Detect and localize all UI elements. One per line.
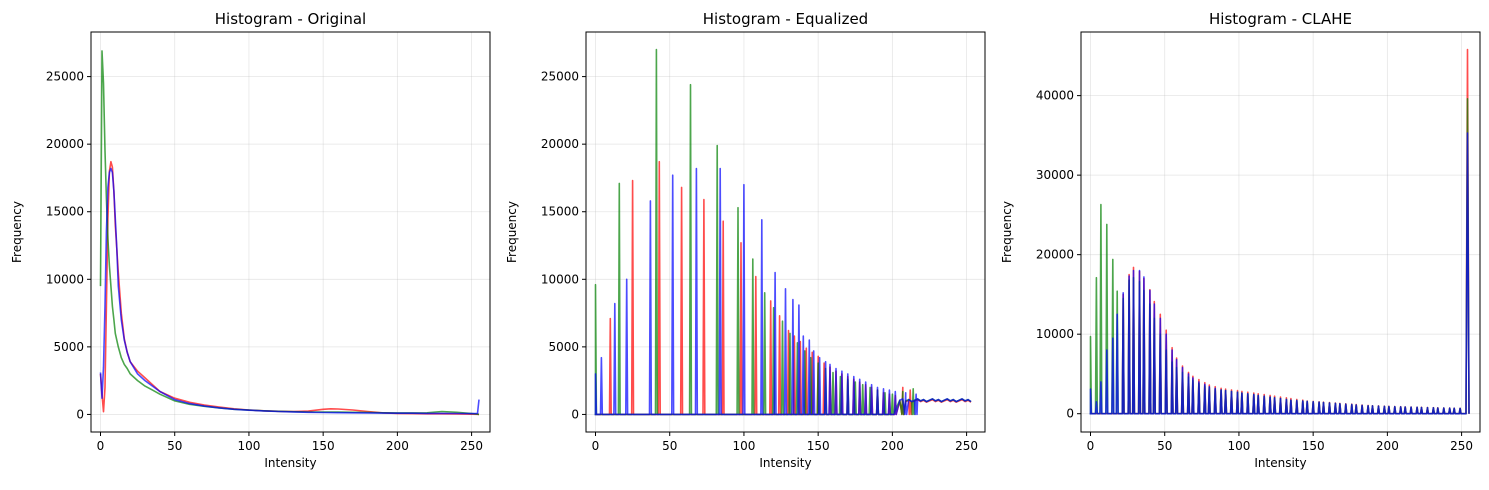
x-tick-label: 0: [97, 439, 105, 453]
x-tick-label: 0: [592, 439, 600, 453]
x-tick-label: 0: [1087, 439, 1095, 453]
y-tick-label: 0: [76, 407, 84, 421]
y-tick-label: 20000: [46, 137, 84, 151]
y-tick-label: 10000: [46, 272, 84, 286]
chart-panel-3: 0 50 100 150 200 250 0 10000 20000 30000 40000 Hist…: [1000, 10, 1481, 470]
x-tick-label: 50: [167, 439, 182, 453]
series-line-2: [1089, 98, 1470, 415]
y-tick-label: 10000: [541, 272, 579, 286]
chart-title: Histogram - Original: [215, 10, 366, 28]
chart-panel-2: 0 50 100 150 200 250 0 5000 10000 15000 20000 25000…: [505, 10, 986, 470]
chart-panel-1: 0 50 100 150 200 250 0 5000 10000 15000 20000 25000…: [10, 10, 491, 470]
y-tick-label: 10000: [1036, 327, 1074, 341]
axes-frame: [1080, 31, 1481, 433]
x-tick-label: 100: [732, 439, 755, 453]
series-line-3: [594, 167, 972, 416]
x-tick-label: 100: [1227, 439, 1250, 453]
series-line-3: [1089, 132, 1470, 415]
x-tick-label: 150: [807, 439, 830, 453]
x-tick-label: 250: [460, 439, 483, 453]
series-line-1: [99, 160, 480, 416]
chart-title: Histogram - Equalized: [703, 10, 868, 28]
y-axis-label: Frequency: [10, 201, 24, 263]
axes-frame: [585, 31, 986, 433]
x-axis-label: Intensity: [264, 456, 316, 470]
y-tick-label: 15000: [46, 205, 84, 219]
series-line-2: [99, 50, 480, 416]
x-tick-label: 50: [662, 439, 677, 453]
x-tick-label: 100: [237, 439, 260, 453]
x-tick-label: 200: [386, 439, 409, 453]
x-tick-label: 200: [1376, 439, 1399, 453]
y-tick-label: 30000: [1036, 168, 1074, 182]
y-tick-label: 25000: [46, 70, 84, 84]
x-tick-label: 200: [881, 439, 904, 453]
y-tick-label: 25000: [541, 70, 579, 84]
y-tick-label: 20000: [1036, 248, 1074, 262]
series-line-1: [1090, 48, 1470, 415]
y-tick-label: 0: [1066, 407, 1074, 421]
y-axis-label: Frequency: [1000, 201, 1014, 263]
y-axis-label: Frequency: [505, 201, 519, 263]
x-tick-label: 50: [1157, 439, 1172, 453]
y-tick-label: 5000: [548, 340, 579, 354]
x-tick-label: 250: [955, 439, 978, 453]
x-axis-label: Intensity: [1254, 456, 1306, 470]
series-line-3: [99, 167, 480, 415]
y-tick-label: 5000: [53, 340, 84, 354]
y-tick-label: 20000: [541, 137, 579, 151]
x-tick-label: 150: [312, 439, 335, 453]
x-tick-label: 150: [1302, 439, 1325, 453]
y-tick-label: 0: [571, 407, 579, 421]
y-tick-label: 40000: [1036, 89, 1074, 103]
y-tick-label: 15000: [541, 205, 579, 219]
axes-frame: [90, 31, 491, 433]
x-tick-label: 250: [1450, 439, 1473, 453]
chart-title: Histogram - CLAHE: [1209, 10, 1352, 28]
x-axis-label: Intensity: [759, 456, 811, 470]
